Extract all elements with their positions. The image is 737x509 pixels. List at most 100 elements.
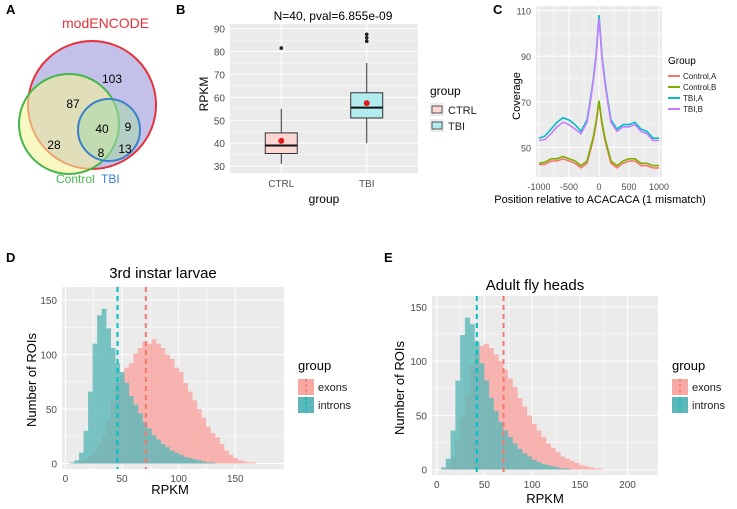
- legend-title-e: group: [672, 358, 705, 373]
- bar-introns: [541, 464, 547, 470]
- y-ticks-c: 50 70 90 110: [517, 7, 531, 154]
- bar-exons: [498, 361, 504, 470]
- bar-exons: [165, 354, 170, 464]
- venn-region-103: 103: [102, 72, 122, 86]
- y-tick-label: 80: [214, 48, 226, 59]
- x-tick-label: 150: [227, 474, 244, 485]
- x-axis-label-d: RPKM: [151, 482, 189, 497]
- bar-exons: [142, 341, 148, 464]
- venn-label-control: Control: [56, 172, 95, 186]
- bar-introns: [560, 468, 566, 470]
- bar-introns: [192, 459, 198, 464]
- legend-d: exons introns: [298, 379, 352, 413]
- y-ticks-d: 0 50 100 150: [40, 296, 57, 470]
- venn-region-40: 40: [95, 122, 109, 136]
- x-tick-label: 0: [596, 182, 601, 192]
- y-tick-label: 30: [214, 162, 226, 173]
- x-ticks-e: 0 50 100 150 200: [434, 480, 636, 491]
- x-ticks-d: 0 50 100 150: [63, 474, 244, 485]
- outlier-point: [279, 46, 284, 50]
- bar-exons: [228, 454, 234, 464]
- bar-exons: [569, 460, 575, 470]
- legend-label-ctrl: CTRL: [448, 105, 477, 117]
- bar-introns: [555, 467, 561, 470]
- y-tick-label: 100: [40, 351, 57, 362]
- bar-introns: [169, 450, 175, 464]
- outlier-point: [364, 39, 369, 43]
- bar-introns: [545, 465, 552, 470]
- bar-introns: [174, 452, 179, 464]
- x-tick-label: 200: [619, 480, 636, 491]
- bar-introns: [119, 372, 125, 464]
- bar-exons: [169, 358, 175, 464]
- line-control-b: [538, 100, 659, 167]
- bar-introns: [526, 456, 532, 470]
- outlier-point: [364, 35, 369, 40]
- legend-label-exons: exons: [318, 382, 348, 394]
- y-tick-label: 150: [410, 303, 427, 314]
- legend-label-introns: introns: [692, 400, 726, 412]
- legend-c: Control,A Control,B TBI,A TBI,B: [668, 72, 717, 114]
- panel-label-a: A: [6, 2, 16, 17]
- legend-label-exons: exons: [692, 382, 722, 394]
- y-axis-label-c: Coverage: [511, 72, 523, 120]
- legend-key-ctrl: [431, 105, 443, 114]
- bar-introns: [517, 448, 523, 470]
- bar-exons: [522, 406, 528, 470]
- bar-introns: [483, 380, 490, 470]
- bar-exons: [531, 424, 537, 470]
- panel-label-b: B: [176, 2, 185, 17]
- bar-exons: [214, 437, 220, 464]
- bar-exons: [183, 382, 189, 464]
- bar-introns: [110, 348, 116, 464]
- chart-title-b: N=40, pval=6.855e-09: [274, 9, 393, 23]
- x-tick-label: 0: [63, 474, 69, 485]
- legend-label-control-b: Control,B: [683, 83, 716, 92]
- venn-region-87: 87: [66, 97, 80, 111]
- bar-exons: [503, 369, 509, 470]
- bar-exons: [536, 430, 542, 470]
- y-ticks-b: 30 40 50 60 70 80 90: [214, 25, 226, 174]
- bar-exons: [555, 452, 561, 470]
- venn-region-28: 28: [47, 138, 61, 152]
- bar-introns: [146, 428, 152, 464]
- bar-introns: [183, 457, 189, 464]
- bar-introns: [493, 410, 499, 470]
- bar-exons: [178, 372, 184, 464]
- bar-introns: [450, 430, 456, 470]
- y-tick-label: 150: [40, 296, 57, 307]
- bar-introns: [160, 443, 166, 464]
- x-axis-label-c: Position relative to ACACACA (1 mismatch…: [494, 194, 706, 206]
- y-tick-label: 0: [421, 466, 427, 477]
- panel-c-lineplot: C Coverage Position relative to ACACACA …: [493, 2, 717, 206]
- bar-introns: [78, 452, 84, 464]
- bar-introns: [531, 459, 537, 470]
- x-tick-label: -500: [560, 182, 578, 192]
- bar-exons: [210, 433, 216, 464]
- bar-exons: [565, 458, 571, 470]
- bar-introns: [445, 458, 451, 470]
- x-tick-label: CTRL: [268, 179, 295, 190]
- panel-label-d: D: [6, 250, 15, 265]
- bar-introns: [124, 382, 130, 464]
- plot-background-b: [230, 24, 418, 173]
- bar-introns: [165, 447, 170, 464]
- bar-introns: [503, 430, 509, 470]
- y-tick-label: 70: [521, 98, 531, 108]
- venn-label-tbi: TBI: [101, 172, 120, 186]
- bar-introns: [205, 462, 211, 464]
- bar-introns: [536, 461, 542, 470]
- x-tick-label: 500: [621, 182, 636, 192]
- bar-introns: [97, 315, 102, 464]
- bar-introns: [441, 467, 447, 470]
- panel-b-boxplot: B N=40, pval=6.855e-09 RPKM group 30 40 50…: [176, 2, 477, 206]
- y-tick-label: 50: [214, 116, 226, 127]
- bar-introns: [88, 391, 93, 464]
- bar-exons: [545, 443, 552, 470]
- bar-exons: [233, 458, 238, 464]
- venn-label-modencode: modENCODE: [62, 15, 149, 31]
- bar-introns: [133, 404, 139, 464]
- histogram-bars-d: [69, 287, 256, 469]
- bar-exons: [550, 447, 556, 470]
- bar-exons: [593, 468, 599, 470]
